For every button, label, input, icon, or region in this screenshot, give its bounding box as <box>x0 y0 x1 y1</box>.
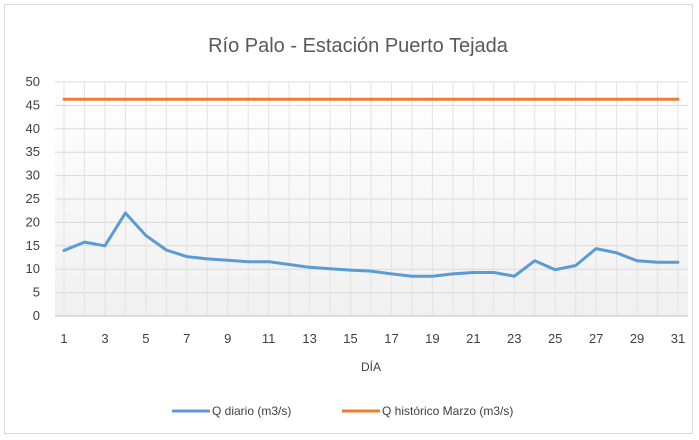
x-tick-label: 27 <box>589 331 603 346</box>
x-tick-label: 1 <box>60 331 67 346</box>
y-tick-label: 10 <box>26 261 40 276</box>
legend-label-0: Q diario (m3/s) <box>212 404 291 418</box>
series-lines <box>62 97 680 278</box>
legend: Q diario (m3/s) Q histórico Marzo (m3/s) <box>172 404 513 418</box>
legend-label-1: Q histórico Marzo (m3/s) <box>382 404 513 418</box>
x-tick-label: 29 <box>630 331 644 346</box>
chart-title: Río Palo - Estación Puerto Tejada <box>208 35 509 57</box>
y-tick-label: 35 <box>26 144 40 159</box>
y-axis-tick-labels: 0 5 10 15 20 25 30 35 40 45 50 <box>26 74 40 323</box>
x-tick-label: 5 <box>142 331 149 346</box>
y-tick-label: 5 <box>33 285 40 300</box>
x-tick-label: 23 <box>507 331 521 346</box>
x-axis-title: DÍA <box>361 359 381 374</box>
x-tick-label: 15 <box>343 331 357 346</box>
x-tick-label: 3 <box>101 331 108 346</box>
x-tick-label: 7 <box>183 331 190 346</box>
x-tick-label: 25 <box>548 331 562 346</box>
y-tick-label: 0 <box>33 308 40 323</box>
x-axis-tick-labels: 1 3 5 7 9 11 13 15 17 19 21 23 25 27 29 31 <box>60 331 685 346</box>
series-line-0 <box>62 211 680 278</box>
y-tick-label: 40 <box>26 121 40 136</box>
y-tick-label: 50 <box>26 74 40 89</box>
x-tick-label: 19 <box>425 331 439 346</box>
grid-lines <box>55 81 688 316</box>
y-tick-label: 45 <box>26 97 40 112</box>
y-tick-label: 30 <box>26 168 40 183</box>
x-tick-label: 11 <box>262 331 276 346</box>
x-tick-label: 31 <box>671 331 685 346</box>
x-tick-label: 13 <box>302 331 316 346</box>
x-tick-label: 9 <box>224 331 231 346</box>
y-tick-label: 20 <box>26 214 40 229</box>
x-tick-label: 21 <box>466 331 480 346</box>
y-tick-label: 15 <box>26 238 40 253</box>
y-tick-label: 25 <box>26 191 40 206</box>
x-tick-label: 17 <box>384 331 398 346</box>
